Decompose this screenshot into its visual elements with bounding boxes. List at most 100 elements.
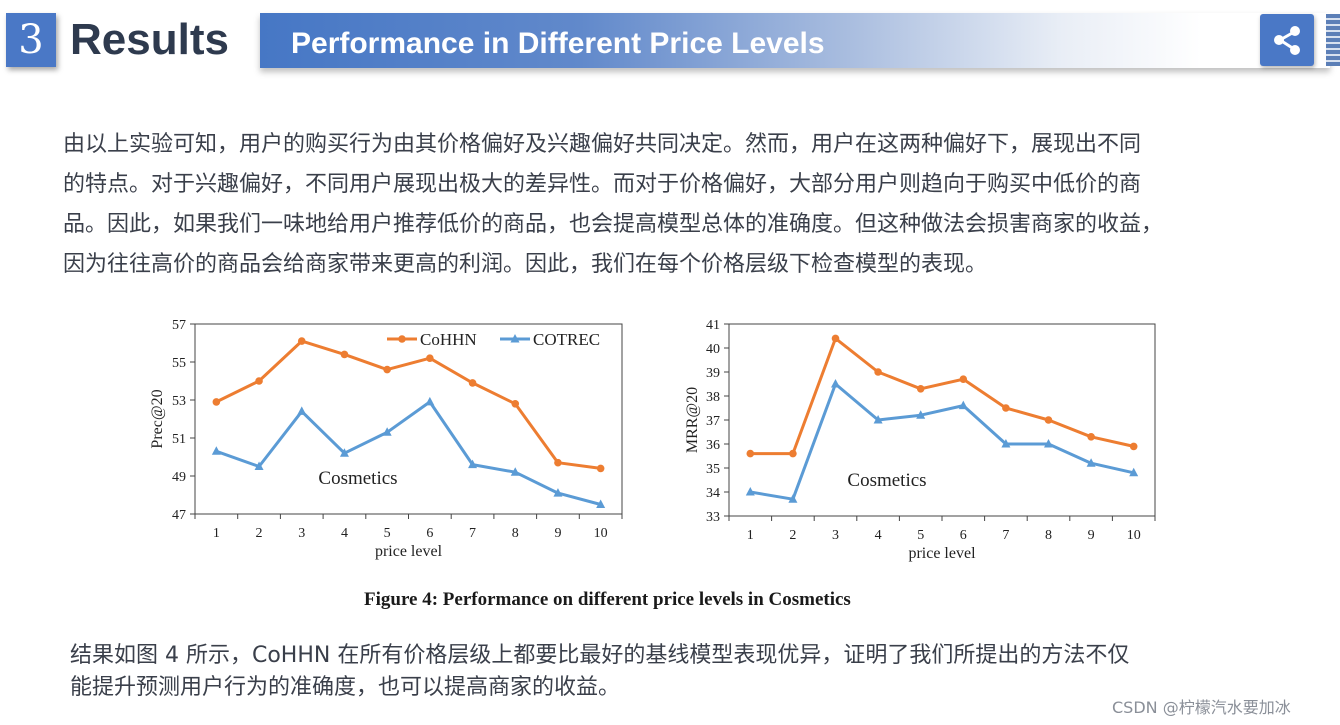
legend-label: CoHHN: [420, 330, 477, 349]
title-banner: [260, 13, 1330, 68]
data-point-cohhn: [468, 379, 477, 387]
data-point-cotrec: [510, 467, 520, 476]
y-axis-label: Prec@20: [149, 389, 166, 448]
x-axis-label: price level: [375, 543, 443, 560]
y-tick-label: 40: [706, 342, 720, 357]
data-point-cotrec: [553, 488, 563, 497]
paragraph-line: 因为往往高价的商品会给商家带来更高的利润。因此，我们在每个价格层级下检查模型的表…: [63, 252, 988, 277]
scrollbar[interactable]: [1326, 14, 1340, 66]
data-point-cotrec: [382, 427, 392, 436]
x-tick-label: 1: [747, 528, 754, 543]
data-point-cotrec: [958, 400, 968, 410]
series-line-cohhn: [215, 339, 601, 470]
mrr-chart: 33 34 35 36 37 38 39 40 41 1 2 3 4 5 6 7 8 9 10 price level…: [675, 310, 1175, 574]
data-point-cotrec: [425, 396, 435, 406]
plot-frame: [194, 323, 623, 515]
x-tick-label: 4: [875, 528, 882, 543]
data-point-cotrec: [916, 410, 926, 419]
data-point-cohhn: [1087, 433, 1095, 441]
data-point-cohhn: [212, 398, 221, 406]
x-tick-label: 6: [960, 528, 967, 543]
y-tick-label: 33: [706, 510, 720, 525]
data-point-cohhn: [297, 337, 306, 345]
y-tick-label: 57: [172, 318, 186, 333]
x-tick-label: 10: [1127, 528, 1141, 543]
data-point-cohhn: [916, 385, 925, 393]
intro-paragraph: 由以上实验可知，用户的购买行为由其价格偏好及兴趣偏好共同决定。然而，用户在这两种…: [63, 125, 1313, 285]
data-point-cohhn: [959, 375, 968, 383]
series-line-cohhn: [750, 336, 1135, 456]
x-tick-label: 4: [341, 526, 348, 541]
data-point-cohhn: [255, 377, 263, 385]
data-point-cotrec: [1129, 467, 1139, 477]
y-axis-label: MRR@20: [684, 387, 701, 453]
data-point-cohhn: [511, 400, 520, 408]
data-point-cohhn: [426, 354, 434, 362]
prec-chart: 47 49 51 53 55 57 1 2 3 4 5 6 7 8 9 10 price level Prec@2…: [140, 310, 640, 574]
data-point-cotrec: [339, 448, 349, 457]
data-point-cotrec: [1001, 439, 1011, 448]
plot-frame: [728, 323, 1156, 517]
data-point-cotrec: [1086, 458, 1096, 467]
dataset-annotation: Cosmetics: [847, 470, 926, 491]
x-tick-label: 3: [298, 526, 305, 541]
data-point-cohhn: [831, 334, 840, 343]
data-point-cohhn: [596, 464, 605, 473]
data-point-cotrec: [297, 406, 307, 415]
x-tick-label: 5: [917, 528, 924, 543]
paragraph-line: 结果如图 4 所示，CoHHN 在所有价格层级上都要比最好的基线模型表现优异，证…: [70, 643, 1130, 668]
y-tick-label: 35: [706, 462, 720, 477]
share-button[interactable]: [1260, 14, 1314, 66]
y-tick-label: 53: [172, 394, 186, 409]
series-line-cotrec: [215, 400, 602, 506]
section-number: 3: [6, 13, 56, 67]
paragraph-line: 能提升预测用户行为的准确度，也可以提高商家的收益。: [70, 675, 621, 700]
share-icon: [1274, 26, 1300, 55]
y-tick-label: 49: [172, 470, 186, 485]
y-tick-label: 55: [172, 356, 186, 371]
x-tick-label: 8: [512, 526, 519, 541]
paragraph-line: 品。因此，如果我们一味地给用户推荐低价的商品，也会提高模型总体的准确度。但这种做…: [63, 212, 1164, 237]
y-tick-label: 47: [172, 508, 186, 523]
data-point-cohhn: [1129, 442, 1138, 451]
y-tick-label: 41: [706, 318, 720, 333]
paragraph-line: 的特点。对于兴趣偏好，不同用户展现出极大的差异性。而对于价格偏好，大部分用户则趋…: [63, 172, 1142, 197]
y-tick-label: 38: [706, 390, 720, 405]
x-tick-label: 1: [213, 526, 220, 541]
y-tick-label: 51: [172, 432, 186, 447]
x-axis-label: price level: [908, 545, 976, 562]
data-point-cohhn: [1044, 416, 1053, 424]
watermark: CSDN @柠檬汽水要加冰: [1112, 698, 1291, 717]
result-paragraph: 结果如图 4 所示，CoHHN 在所有价格层级上都要比最好的基线模型表现优异，证…: [70, 640, 1320, 704]
paragraph-line: 由以上实验可知，用户的购买行为由其价格偏好及兴趣偏好共同决定。然而，用户在这两种…: [63, 132, 1142, 157]
data-point-cohhn: [874, 368, 882, 376]
series-line-cotrec: [750, 382, 1135, 501]
data-point-cotrec: [788, 494, 798, 503]
x-tick-label: 7: [469, 526, 476, 541]
data-point-cohhn: [789, 449, 797, 458]
data-point-cotrec: [596, 499, 606, 508]
data-point-cotrec: [831, 379, 840, 388]
data-point-cohhn: [340, 350, 349, 359]
y-tick-label: 39: [706, 366, 720, 381]
x-tick-label: 9: [554, 526, 561, 541]
x-tick-label: 2: [256, 526, 263, 541]
x-tick-label: 5: [384, 526, 391, 541]
x-tick-label: 8: [1045, 528, 1052, 543]
legend-marker: [510, 334, 520, 343]
x-tick-label: 9: [1088, 528, 1095, 543]
figure-caption: Figure 4: Performance on different price…: [364, 589, 851, 610]
data-point-cohhn: [383, 365, 391, 374]
banner-title: Performance in Different Price Levels: [291, 27, 825, 60]
legend-marker: [398, 335, 406, 343]
x-tick-label: 2: [789, 528, 796, 543]
data-point-cotrec: [745, 487, 755, 496]
x-tick-label: 10: [594, 526, 608, 541]
x-tick-label: 3: [832, 528, 839, 543]
section-title: Results: [70, 15, 229, 64]
x-tick-label: 7: [1002, 528, 1009, 543]
y-tick-label: 37: [706, 414, 720, 429]
legend-label: COTREC: [533, 330, 600, 349]
x-tick-label: 6: [426, 526, 433, 541]
data-point-cotrec: [254, 461, 264, 470]
